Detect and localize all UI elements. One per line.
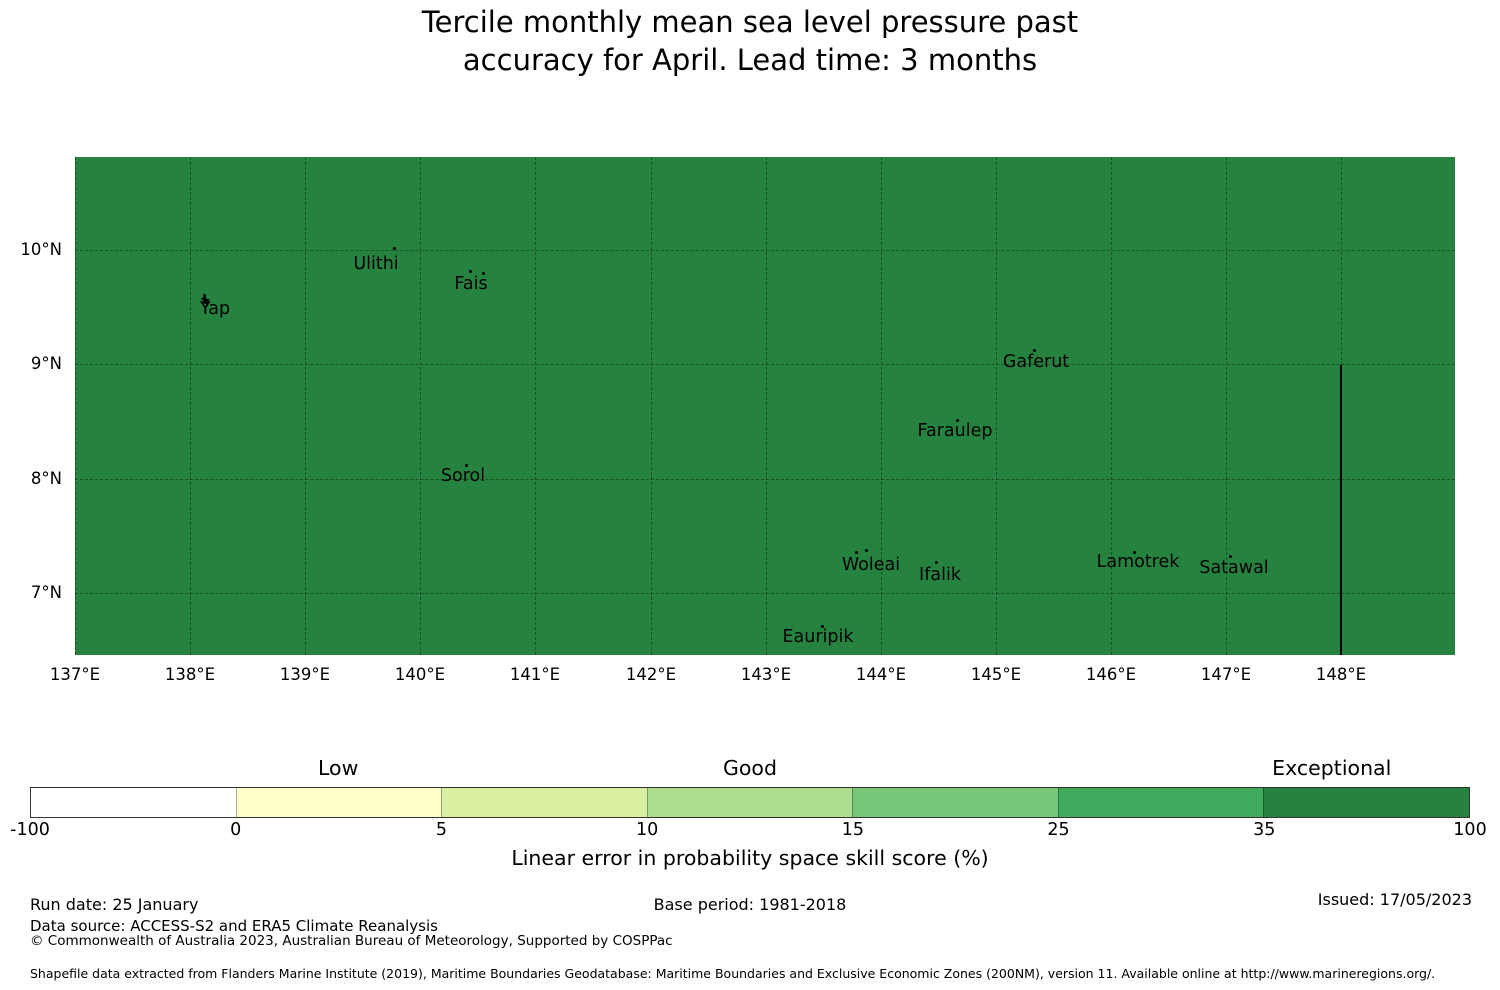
lon-tick-label: 140°E [394, 665, 446, 684]
colorbar [30, 787, 1470, 818]
footer-data-source: Data source: ACCESS-S2 and ERA5 Climate … [30, 917, 438, 935]
island-label: Lamotrek [1096, 552, 1180, 572]
lon-tick-label: 144°E [855, 665, 907, 684]
island-marker-dot [393, 247, 396, 250]
chart-title: Tercile monthly mean sea level pressure … [0, 3, 1500, 79]
footer-shapefile-note: Shapefile data extracted from Flanders M… [30, 966, 1436, 981]
island-marker-dot [1033, 349, 1036, 352]
colorbar-tick-label: -100 [10, 820, 50, 840]
colorbar-tick-label: 15 [841, 820, 864, 840]
colorbar-segment [646, 788, 853, 817]
lon-tick-label: 143°E [740, 665, 792, 684]
island-marker-dot [1229, 555, 1232, 558]
colorbar-tick-label: 25 [1047, 820, 1070, 840]
colorbar-segment [31, 788, 236, 817]
island-marker-dot [855, 551, 858, 554]
island-marker-dot [1133, 551, 1136, 554]
island-marker-dot [821, 625, 824, 628]
lon-tick-label: 139°E [279, 665, 331, 684]
lon-tick-label: 147°E [1200, 665, 1252, 684]
colorbar-segment [1057, 788, 1264, 817]
colorbar-tick-label: 35 [1253, 820, 1276, 840]
grid-line-vertical [190, 157, 191, 655]
colorbar-segment [235, 788, 442, 817]
lon-tick-label: 138°E [164, 665, 216, 684]
grid-line-vertical [881, 157, 882, 655]
island-marker-dot [469, 270, 472, 273]
island-marker-dot [865, 549, 868, 552]
footer-issued-date: Issued: 17/05/2023 [1317, 890, 1472, 909]
island-label: Fais [454, 274, 488, 294]
colorbar-segment [441, 788, 647, 817]
lon-tick-label: 145°E [970, 665, 1022, 684]
island-marker-dot [482, 272, 485, 275]
grid-line-vertical [1226, 157, 1227, 655]
footer-base-period: Base period: 1981-2018 [653, 895, 847, 914]
island-marker-dot [956, 419, 959, 422]
lon-tick-label: 142°E [625, 665, 677, 684]
grid-line-vertical [305, 157, 306, 655]
island-marker-dot [465, 464, 468, 467]
island-label: Eauripik [782, 627, 854, 647]
grid-line-vertical [766, 157, 767, 655]
lon-tick-label: 146°E [1085, 665, 1137, 684]
island-label: Faraulep [917, 421, 993, 441]
colorbar-tick-label: 100 [1453, 820, 1487, 840]
colorbar-axis-label: Linear error in probability space skill … [511, 846, 989, 870]
grid-line-horizontal [75, 364, 1455, 365]
grid-line-horizontal [75, 593, 1455, 594]
footer-run-date: Run date: 25 January [30, 895, 199, 914]
grid-line-vertical [75, 157, 76, 655]
island-label: Sorol [440, 466, 486, 486]
grid-line-vertical [1111, 157, 1112, 655]
lat-tick-label: 10°N [20, 240, 62, 259]
lat-tick-label: 9°N [30, 354, 62, 373]
colorbar-category-label: Low [317, 756, 359, 780]
grid-line-vertical [535, 157, 536, 655]
grid-line-horizontal [75, 479, 1455, 480]
colorbar-tick-label: 0 [230, 820, 242, 840]
chart-title-line2: accuracy for April. Lead time: 3 months [462, 43, 1038, 77]
colorbar-segment [1263, 788, 1470, 817]
grid-line-horizontal [75, 250, 1455, 251]
map-area: Yap Ulithi Fais Sorol Gaferut Faraulep Woleai I… [75, 157, 1455, 655]
lat-tick-label: 7°N [30, 583, 62, 602]
lon-tick-label: 141°E [509, 665, 561, 684]
island-label: Woleai [841, 555, 901, 575]
lon-tick-label: 148°E [1315, 665, 1367, 684]
colorbar-tick-label: 5 [435, 820, 447, 840]
island-marker-dot [935, 561, 938, 564]
island-label: Satawal [1199, 558, 1269, 578]
lon-tick-label: 137°E [49, 665, 101, 684]
colorbar-category-label: Good [723, 756, 777, 780]
island-label: Ifalik [919, 565, 961, 585]
grid-line-vertical [651, 157, 652, 655]
lat-tick-label: 8°N [30, 469, 62, 488]
colorbar-tick-label: 10 [636, 820, 659, 840]
grid-line-vertical [420, 157, 421, 655]
island-label: Ulithi [353, 254, 399, 274]
colorbar-category-labels: Low Good Exceptional [30, 756, 1470, 784]
footer-copyright: © Commonwealth of Australia 2023, Austra… [30, 933, 673, 949]
island-label: Gaferut [1002, 352, 1070, 372]
colorbar-segment [852, 788, 1058, 817]
chart-title-line1: Tercile monthly mean sea level pressure … [421, 5, 1079, 39]
eez-boundary-line [1340, 365, 1342, 655]
grid-line-vertical [996, 157, 997, 655]
colorbar-category-label: Exceptional [1272, 756, 1392, 780]
